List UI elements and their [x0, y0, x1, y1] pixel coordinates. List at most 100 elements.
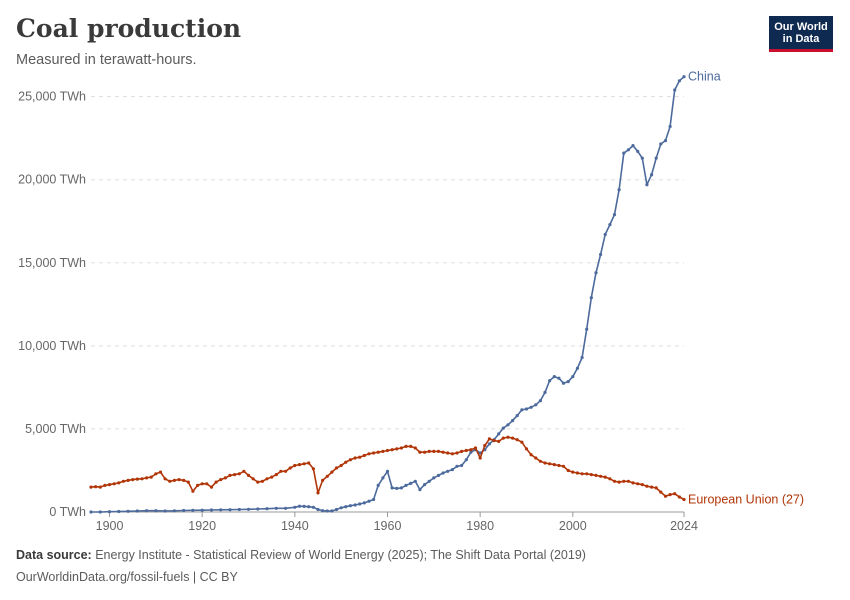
data-point	[460, 449, 464, 453]
data-point	[423, 450, 427, 454]
data-point	[515, 414, 519, 418]
data-point	[506, 423, 510, 427]
x-tick-label: 1920	[188, 519, 216, 533]
data-point	[487, 437, 491, 441]
data-point	[548, 462, 552, 466]
data-point	[390, 486, 394, 490]
data-point	[223, 476, 227, 480]
data-point	[515, 438, 519, 442]
data-point	[418, 450, 422, 454]
data-point	[501, 426, 505, 430]
data-point	[126, 478, 130, 482]
data-point	[376, 483, 380, 487]
data-point	[265, 507, 269, 511]
data-point	[339, 506, 343, 510]
data-point	[209, 508, 214, 512]
data-point	[265, 477, 269, 481]
data-point	[478, 456, 482, 460]
data-point	[246, 507, 251, 511]
data-point	[561, 381, 566, 385]
series-label: European Union (27)	[688, 493, 804, 507]
data-point	[297, 463, 302, 467]
data-point	[358, 455, 362, 459]
data-point	[612, 479, 617, 483]
data-point	[348, 458, 352, 462]
data-point	[654, 486, 658, 490]
data-point	[626, 148, 631, 152]
data-point	[89, 485, 93, 489]
data-point	[353, 503, 357, 507]
data-point	[191, 489, 195, 493]
data-point	[640, 156, 644, 160]
data-point	[297, 504, 302, 508]
data-point	[427, 479, 431, 483]
data-point	[107, 510, 112, 514]
data-point	[112, 482, 116, 486]
data-point	[182, 508, 186, 513]
data-point	[469, 450, 473, 454]
data-point	[344, 505, 348, 509]
data-point	[182, 478, 186, 482]
data-point	[172, 478, 176, 482]
data-point	[385, 469, 390, 473]
owid-logo[interactable]: Our World in Data	[769, 16, 833, 52]
data-point	[645, 484, 649, 488]
data-point	[325, 509, 329, 513]
data-point	[302, 462, 306, 466]
data-point	[622, 479, 626, 483]
data-point	[270, 475, 274, 479]
data-point	[172, 509, 176, 513]
data-point	[668, 124, 672, 129]
data-point	[200, 482, 204, 486]
data-point	[321, 509, 325, 513]
data-point	[460, 463, 464, 468]
data-point	[131, 478, 135, 482]
data-point	[316, 507, 320, 512]
data-point	[580, 472, 584, 476]
data-point	[631, 481, 635, 485]
data-point	[140, 477, 144, 481]
data-point	[390, 448, 394, 452]
data-point	[279, 469, 283, 473]
data-point	[441, 471, 445, 475]
data-point	[455, 464, 459, 468]
data-point	[640, 483, 644, 487]
x-tick-label: 1940	[281, 519, 309, 533]
y-tick-label: 5,000 TWh	[25, 422, 86, 436]
data-point	[121, 479, 125, 483]
data-point	[612, 213, 617, 217]
data-source-text[interactable]: Energy Institute - Statistical Review of…	[95, 548, 586, 562]
data-point	[497, 432, 501, 436]
logo-line-1: Our World	[774, 20, 828, 33]
data-point	[135, 477, 139, 481]
data-point	[575, 471, 580, 475]
data-point	[135, 509, 139, 513]
data-point	[441, 450, 445, 454]
y-tick-label: 25,000 TWh	[18, 90, 86, 104]
data-point	[677, 79, 682, 83]
data-point	[381, 449, 385, 453]
data-point	[473, 446, 478, 450]
source-url[interactable]: OurWorldinData.org/fossil-fuels | CC BY	[16, 570, 238, 584]
series-line-eu27	[90, 436, 685, 501]
data-point	[321, 478, 325, 482]
data-point	[288, 466, 292, 470]
data-point	[205, 482, 209, 486]
data-point	[497, 439, 501, 443]
data-point	[149, 475, 153, 479]
data-point	[385, 448, 390, 453]
data-point	[446, 451, 450, 455]
data-point	[362, 501, 366, 505]
data-point	[409, 444, 413, 448]
data-point	[659, 490, 663, 494]
data-point	[663, 494, 668, 498]
data-point	[325, 474, 329, 478]
data-point	[603, 475, 607, 479]
x-tick-label: 1980	[466, 519, 494, 533]
data-point	[186, 480, 190, 484]
data-point	[543, 461, 547, 465]
data-point	[330, 470, 334, 474]
data-point	[663, 139, 668, 143]
data-point	[381, 476, 385, 480]
